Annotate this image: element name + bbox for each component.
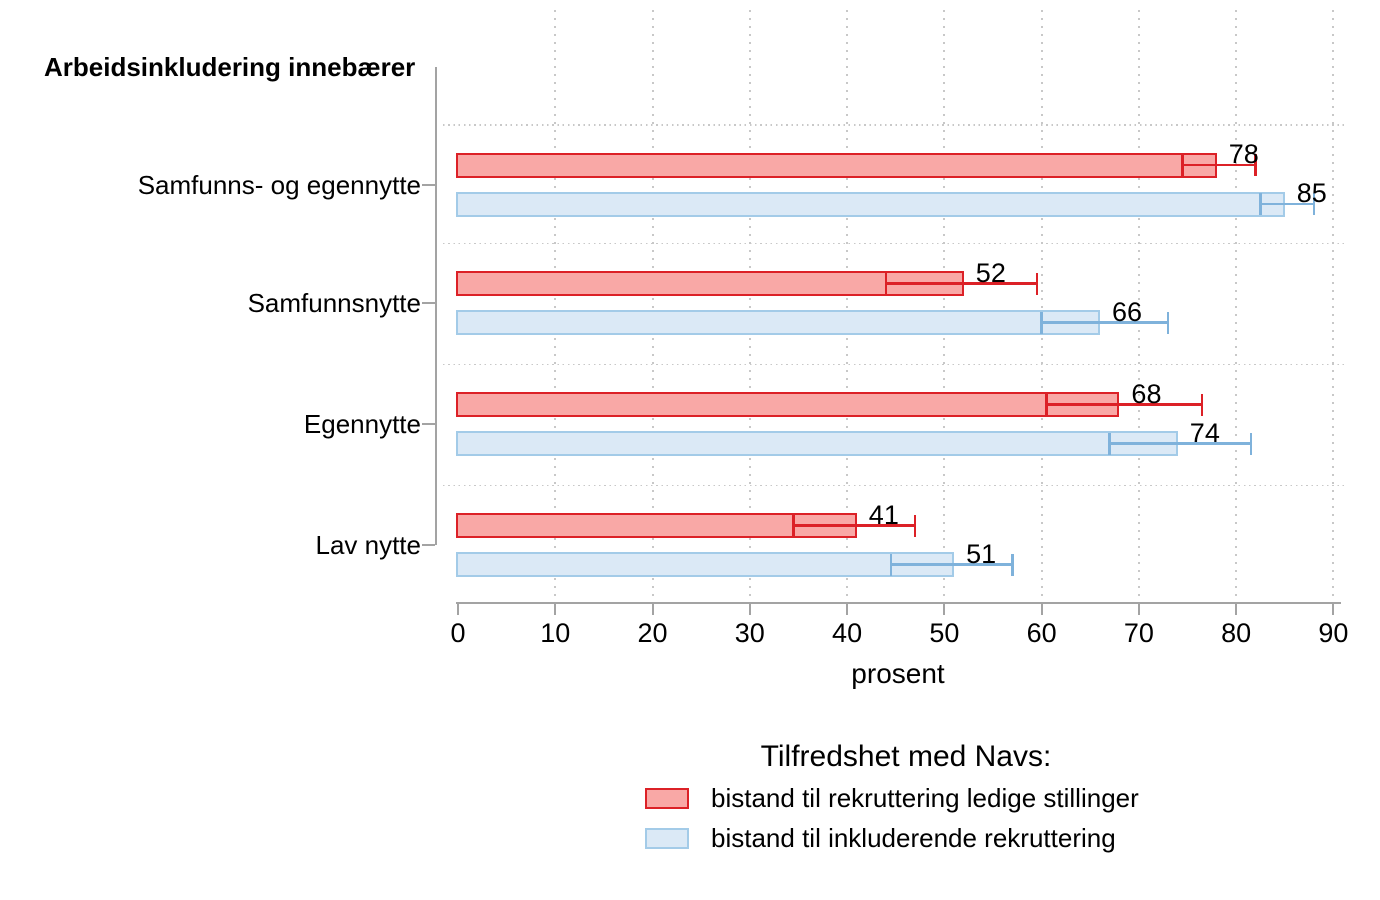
error-bar-cap [792,514,795,537]
x-tick-label: 0 [450,618,466,648]
bar-blue [456,310,1100,335]
x-tick-label: 70 [1123,618,1154,648]
error-bar-cap [1108,432,1111,455]
error-bar-cap [1259,193,1262,215]
gridline-horizontal [443,242,1348,245]
category-tick [422,183,435,186]
x-axis-tick [748,604,751,615]
x-tick-label: 30 [734,618,765,648]
error-bar-cap [1249,432,1252,455]
gridline-vertical [651,10,654,600]
x-tick-label: 40 [832,618,863,648]
value-label: 41 [868,499,899,530]
gridline-vertical [748,10,751,600]
x-tick-label: 60 [1026,618,1057,648]
category-tick [422,544,435,546]
error-bar-cap [889,553,893,576]
error-bar-cap [1254,154,1257,176]
bar-blue [456,552,955,577]
error-bar-line [1046,403,1203,406]
x-axis-title: prosent [851,658,945,689]
error-bar-line [885,282,1037,285]
error-bar-cap [1166,311,1170,334]
error-bar-cap [1035,272,1038,295]
error-bar-cap [1312,193,1316,215]
legend-label: bistand til rekruttering ledige stilling… [711,783,1139,813]
error-bar-cap [1200,393,1204,416]
error-bar-line [1041,321,1169,324]
gridline-vertical [1040,10,1043,600]
x-axis-tick [846,604,849,615]
x-axis-tick [1137,604,1140,615]
x-tick-label: 10 [540,618,571,648]
x-tick-label: 20 [637,618,668,648]
x-axis-tick [651,604,654,615]
category-label: Samfunnsnytte [247,288,421,318]
legend-title: Tilfredshet med Navs: [760,740,1052,773]
x-axis-tick [554,604,557,615]
x-axis-line [456,602,1341,604]
gridline-vertical [846,10,849,600]
gridline-vertical [1235,10,1238,600]
legend-item: bistand til rekruttering ledige stilling… [645,784,1139,812]
error-bar-line [890,563,1013,566]
bar-red [456,513,857,538]
value-label: 66 [1111,296,1143,327]
gridline-vertical [943,10,946,600]
value-label: 52 [975,257,1006,288]
x-axis-tick [1332,604,1335,615]
value-label: 85 [1296,178,1327,208]
error-bar-line [793,524,916,527]
error-bar-cap [884,272,888,295]
gridline-vertical [1332,10,1335,600]
error-bar-cap [1011,553,1014,576]
x-axis-tick [457,604,459,615]
value-label: 68 [1131,378,1162,409]
x-tick-label: 80 [1221,618,1252,648]
x-axis-tick [1040,604,1043,615]
category-label: Samfunns- og egennytte [137,169,421,200]
gridline-horizontal [443,124,1348,126]
gridline-vertical [554,10,557,600]
bar-red [456,392,1120,417]
category-tick [422,302,435,304]
error-bar-cap [1040,311,1043,334]
legend-swatch [645,787,689,809]
error-bar-line [1260,202,1314,206]
legend-label: bistand til inkluderende rekruttering [711,823,1116,853]
value-label: 74 [1189,417,1220,448]
gridline-horizontal [443,363,1348,366]
bar-blue [456,191,1285,217]
chart-title: Arbeidsinkludering innebærer [44,52,416,82]
bar-red [456,152,1217,178]
error-bar-line [1182,163,1256,167]
error-bar-line [1109,442,1251,445]
error-bar-cap [913,514,917,537]
legend-item: bistand til inkluderende rekruttering [645,824,1116,852]
category-tick [422,423,435,425]
bar-blue [456,431,1178,456]
gridline-horizontal [443,484,1348,487]
x-tick-label: 90 [1318,618,1349,648]
value-label: 51 [966,538,997,569]
legend-swatch [645,827,689,849]
gridline-vertical [1137,10,1140,600]
y-axis-line [435,67,437,545]
x-tick-label: 50 [929,618,960,648]
x-axis-tick [943,604,946,615]
value-label: 78 [1228,139,1259,169]
x-axis-tick [1235,604,1238,615]
bar-red [456,271,964,296]
category-label: Lav nytte [315,530,421,560]
error-bar-cap [1181,154,1184,176]
category-label: Egennytte [303,409,421,439]
error-bar-cap [1045,393,1048,416]
